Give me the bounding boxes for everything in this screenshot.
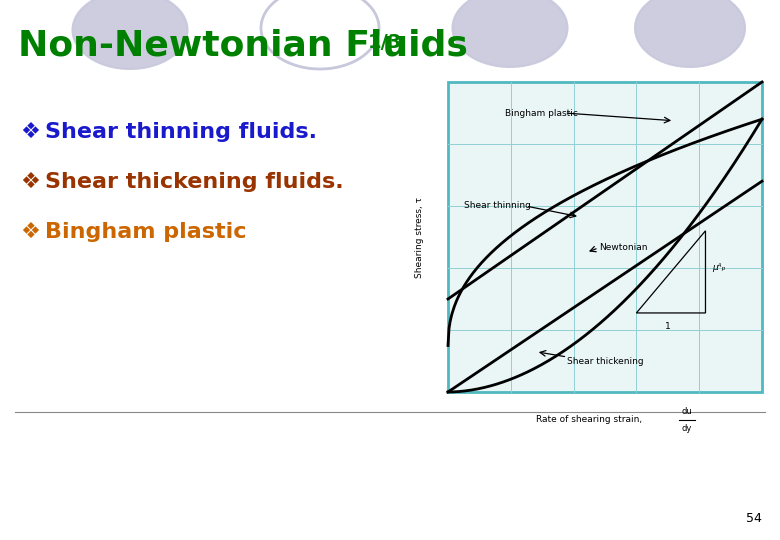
Text: ❖: ❖ (20, 172, 40, 192)
Text: ❖: ❖ (20, 122, 40, 142)
Ellipse shape (261, 0, 379, 69)
Ellipse shape (73, 0, 187, 69)
Text: Bingham plastic: Bingham plastic (505, 109, 577, 118)
Text: Shear thickening fluids.: Shear thickening fluids. (45, 172, 344, 192)
Text: 1: 1 (665, 322, 671, 332)
Text: Newtonian: Newtonian (599, 244, 647, 252)
Text: du: du (681, 407, 692, 416)
Text: Bingham plastic: Bingham plastic (45, 222, 246, 242)
Text: Rate of shearing strain,: Rate of shearing strain, (536, 415, 643, 424)
Text: ❖: ❖ (20, 222, 40, 242)
Bar (448, 82, 762, 392)
Text: 1/3: 1/3 (368, 33, 402, 52)
Text: Shear thickening: Shear thickening (567, 356, 644, 366)
Text: 54: 54 (746, 512, 762, 525)
Text: μᴬₚ: μᴬₚ (712, 264, 725, 273)
Text: Shear thinning fluids.: Shear thinning fluids. (45, 122, 317, 142)
Text: Shear thinning: Shear thinning (463, 201, 530, 211)
Ellipse shape (635, 0, 745, 67)
Text: Shearing stress, τ: Shearing stress, τ (415, 197, 424, 278)
Ellipse shape (452, 0, 568, 67)
Text: dy: dy (682, 424, 692, 433)
Text: Non-Newtonian Fluids: Non-Newtonian Fluids (18, 28, 468, 62)
Ellipse shape (261, 0, 379, 69)
